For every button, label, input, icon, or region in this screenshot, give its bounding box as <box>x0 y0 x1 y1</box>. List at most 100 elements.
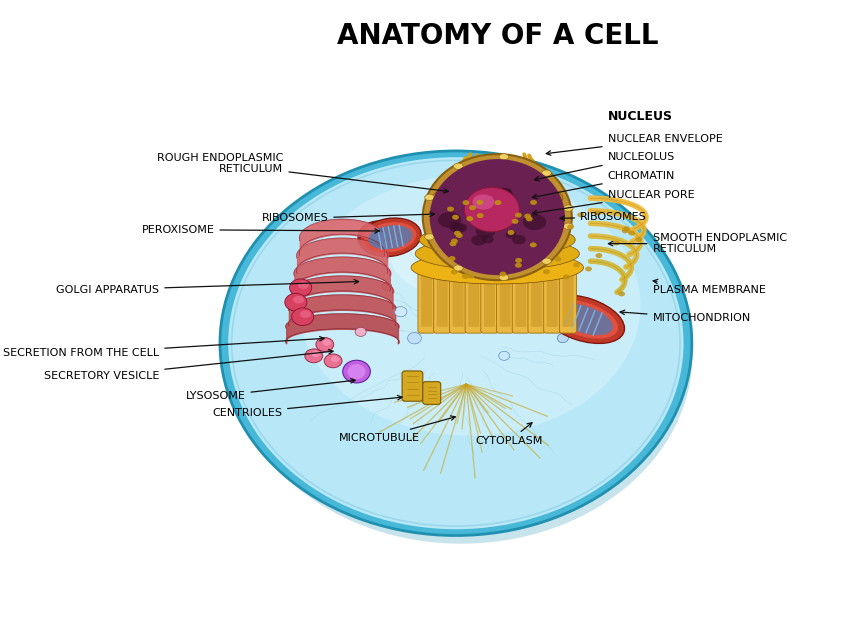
Ellipse shape <box>449 241 456 246</box>
Text: RIBOSOMES: RIBOSOMES <box>560 212 646 222</box>
Ellipse shape <box>595 253 602 258</box>
Ellipse shape <box>522 214 545 230</box>
Ellipse shape <box>452 223 467 233</box>
Ellipse shape <box>364 222 416 252</box>
FancyBboxPatch shape <box>449 268 466 333</box>
Ellipse shape <box>365 226 392 249</box>
Ellipse shape <box>453 163 463 169</box>
FancyBboxPatch shape <box>515 272 526 327</box>
Ellipse shape <box>390 209 562 301</box>
Ellipse shape <box>468 205 475 211</box>
Ellipse shape <box>466 216 473 221</box>
FancyBboxPatch shape <box>402 371 422 401</box>
FancyBboxPatch shape <box>422 382 441 404</box>
Ellipse shape <box>462 273 468 279</box>
Ellipse shape <box>494 200 500 205</box>
Ellipse shape <box>541 258 550 265</box>
Ellipse shape <box>548 300 618 338</box>
Ellipse shape <box>471 235 486 245</box>
Ellipse shape <box>514 263 522 268</box>
FancyBboxPatch shape <box>468 272 479 327</box>
Ellipse shape <box>358 221 399 254</box>
Ellipse shape <box>448 256 455 261</box>
Ellipse shape <box>343 360 370 383</box>
Ellipse shape <box>422 154 571 280</box>
Ellipse shape <box>293 296 304 303</box>
Ellipse shape <box>368 225 412 249</box>
Ellipse shape <box>300 310 311 318</box>
Ellipse shape <box>305 349 322 363</box>
Ellipse shape <box>452 215 458 220</box>
Ellipse shape <box>446 207 453 212</box>
Ellipse shape <box>627 230 635 235</box>
Ellipse shape <box>331 356 339 362</box>
FancyBboxPatch shape <box>559 268 576 333</box>
Ellipse shape <box>354 328 365 336</box>
Ellipse shape <box>467 273 473 279</box>
FancyBboxPatch shape <box>420 272 431 327</box>
Ellipse shape <box>486 194 502 205</box>
Ellipse shape <box>622 226 629 232</box>
Ellipse shape <box>289 279 311 296</box>
Ellipse shape <box>542 295 624 343</box>
Text: CENTRIOLES: CENTRIOLES <box>212 396 402 418</box>
Ellipse shape <box>511 219 518 224</box>
Text: CHROMATIN: CHROMATIN <box>532 171 674 198</box>
FancyBboxPatch shape <box>499 272 510 327</box>
Ellipse shape <box>451 270 457 275</box>
Ellipse shape <box>499 272 506 277</box>
Ellipse shape <box>228 157 683 529</box>
Ellipse shape <box>284 293 306 311</box>
Ellipse shape <box>618 291 625 296</box>
Ellipse shape <box>490 188 513 204</box>
FancyBboxPatch shape <box>436 272 447 327</box>
Ellipse shape <box>541 170 550 176</box>
Ellipse shape <box>423 210 571 242</box>
Ellipse shape <box>503 204 513 211</box>
Ellipse shape <box>311 351 320 357</box>
Ellipse shape <box>481 209 497 220</box>
Ellipse shape <box>500 188 511 196</box>
FancyBboxPatch shape <box>543 268 560 333</box>
Ellipse shape <box>557 334 568 343</box>
FancyBboxPatch shape <box>531 272 541 327</box>
Text: ANATOMY OF A CELL: ANATOMY OF A CELL <box>336 22 657 50</box>
Ellipse shape <box>299 175 640 436</box>
Ellipse shape <box>453 265 463 271</box>
FancyBboxPatch shape <box>418 268 435 333</box>
Ellipse shape <box>554 256 560 261</box>
Ellipse shape <box>475 224 495 238</box>
Ellipse shape <box>291 308 313 326</box>
FancyBboxPatch shape <box>452 272 463 327</box>
Ellipse shape <box>498 351 509 361</box>
Ellipse shape <box>437 212 461 228</box>
Ellipse shape <box>316 338 333 352</box>
Text: GOLGI APPARATUS: GOLGI APPARATUS <box>57 279 358 294</box>
Ellipse shape <box>612 240 619 245</box>
Ellipse shape <box>499 274 508 280</box>
Ellipse shape <box>481 235 493 244</box>
Ellipse shape <box>427 196 566 228</box>
Ellipse shape <box>525 216 532 221</box>
Ellipse shape <box>219 151 691 536</box>
Ellipse shape <box>425 233 434 240</box>
Text: CYTOPLASM: CYTOPLASM <box>475 423 542 446</box>
Ellipse shape <box>373 231 387 241</box>
Ellipse shape <box>488 190 502 200</box>
Ellipse shape <box>449 223 463 232</box>
Ellipse shape <box>322 340 331 346</box>
Ellipse shape <box>453 231 460 236</box>
FancyBboxPatch shape <box>546 272 557 327</box>
Text: SMOOTH ENDOPLASMIC
RETICULUM: SMOOTH ENDOPLASMIC RETICULUM <box>608 233 786 254</box>
Ellipse shape <box>431 182 562 214</box>
Ellipse shape <box>485 189 498 198</box>
Ellipse shape <box>499 154 508 160</box>
Ellipse shape <box>481 215 499 227</box>
FancyBboxPatch shape <box>528 268 544 333</box>
Ellipse shape <box>455 233 463 238</box>
Ellipse shape <box>298 282 309 289</box>
Ellipse shape <box>563 223 572 230</box>
Ellipse shape <box>584 266 592 272</box>
Ellipse shape <box>476 200 483 205</box>
Ellipse shape <box>476 213 483 218</box>
